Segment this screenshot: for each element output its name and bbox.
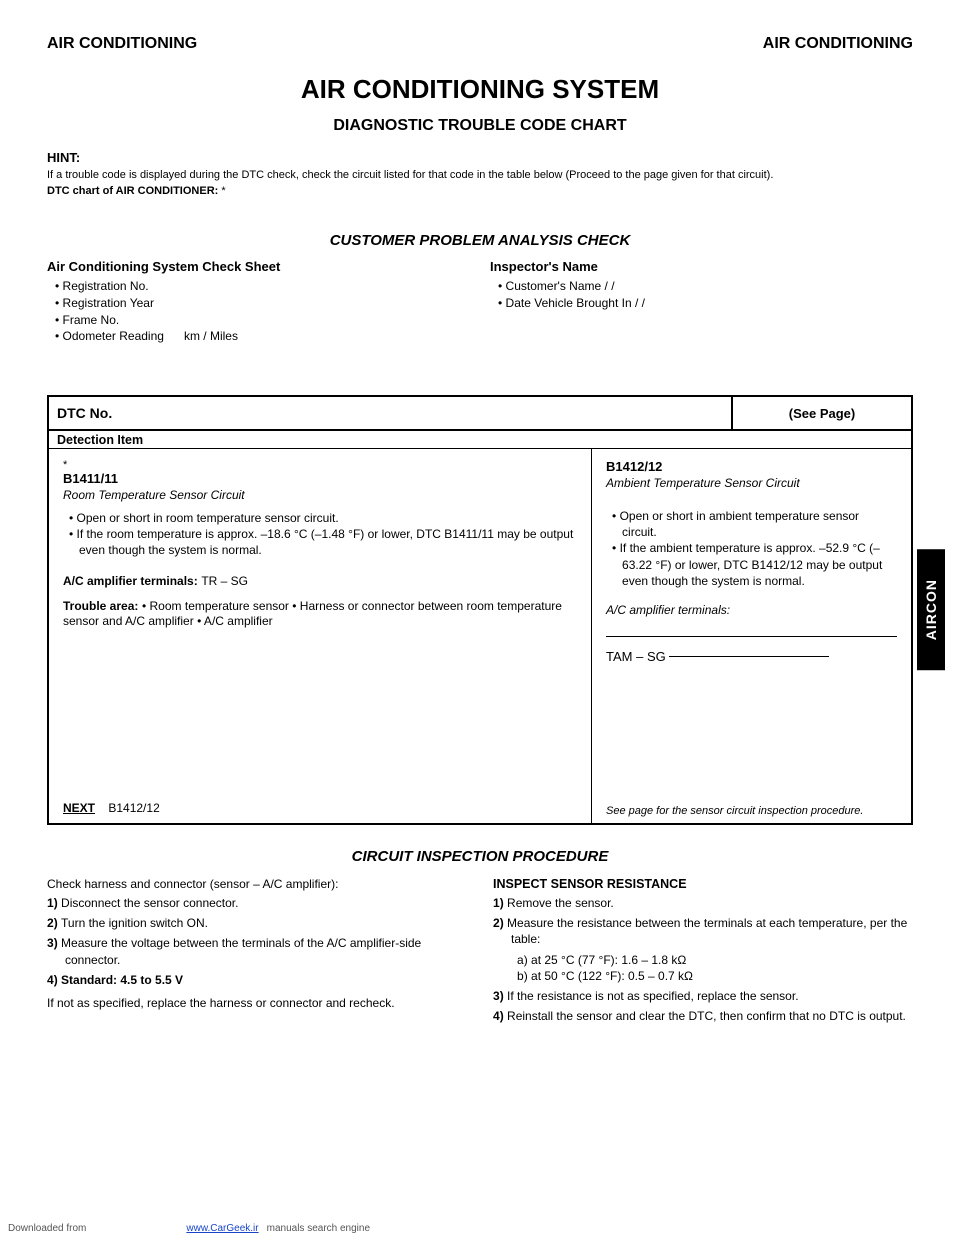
procedures-title: CIRCUIT INSPECTION PROCEDURE — [47, 848, 913, 865]
table-body: * B1411/11 Room Temperature Sensor Circu… — [49, 449, 911, 823]
spec-value: TR – SG — [201, 574, 248, 588]
header-right: AIR CONDITIONING — [763, 35, 913, 53]
list-item: If the ambient temperature is approx. –5… — [622, 540, 897, 589]
list-item: Registration No. — [55, 278, 470, 295]
list-item: Open or short in ambient temperature sen… — [622, 508, 897, 540]
list-item: Reinstall the sensor and clear the DTC, … — [511, 1008, 913, 1024]
spec-label: A/C amplifier terminals: — [63, 574, 198, 588]
footer-tail: manuals search engine — [267, 1223, 370, 1234]
dtc-right-cell: B1412/12 Ambient Temperature Sensor Circ… — [592, 449, 911, 823]
list-item: Open or short in room temperature sensor… — [79, 510, 577, 526]
page-header-top: AIR CONDITIONING AIR CONDITIONING — [47, 35, 913, 53]
dtc-mark-label: DTC chart of AIR CONDITIONER: — [47, 185, 218, 197]
page-title: AIR CONDITIONING SYSTEM — [47, 74, 913, 105]
customer-problem-section: CUSTOMER PROBLEM ANALYSIS CHECK Air Cond… — [47, 232, 913, 345]
list-item: at 25 °C (77 °F): 1.6 – 1.8 kΩ — [537, 952, 913, 968]
list-item: at 50 °C (122 °F): 0.5 – 0.7 kΩ — [537, 968, 913, 984]
criteria-list-right: Open or short in ambient temperature sen… — [612, 508, 897, 589]
footer-link[interactable]: www.CarGeek.ir — [186, 1223, 258, 1234]
spec-block: A/C amplifier terminals: TR – SG Trouble… — [63, 573, 577, 628]
list-item: If the room temperature is approx. –18.6… — [79, 526, 577, 558]
list-item: Measure the resistance between the termi… — [511, 915, 913, 984]
list-item: Customer's Name / / — [498, 278, 913, 295]
rule-line-short — [669, 641, 829, 657]
customer-problem-title: CUSTOMER PROBLEM ANALYSIS CHECK — [47, 232, 913, 249]
dtc-table: DTC No. (See Page) Detection Item * B141… — [47, 395, 913, 825]
terminals-value: TAM – SG — [606, 641, 897, 664]
list-item: Date Vehicle Brought In / / — [498, 295, 913, 312]
hint-body: If a trouble code is displayed during th… — [47, 169, 913, 181]
see-page-header: (See Page) — [731, 397, 911, 429]
page-subtitle: DIAGNOSTIC TROUBLE CODE CHART — [47, 117, 913, 135]
dtc-no-header: DTC No. — [49, 405, 731, 421]
next-target: B1412/12 — [108, 801, 159, 815]
dtc-code-right: B1412/12 — [606, 459, 897, 474]
dtc-item-right: Ambient Temperature Sensor Circuit — [606, 476, 897, 490]
rule-line — [606, 621, 897, 637]
lead-in-block: HINT: If a trouble code is displayed dur… — [47, 150, 913, 201]
list-item: Disconnect the sensor connector. — [65, 895, 467, 911]
next-link[interactable]: NEXT — [63, 801, 95, 815]
procedures-section: CIRCUIT INSPECTION PROCEDURE Check harne… — [47, 848, 913, 1028]
list-item: Frame No. — [55, 312, 470, 329]
proc-right-lead: INSPECT SENSOR RESISTANCE — [493, 877, 913, 891]
list-item: Remove the sensor. — [511, 895, 913, 911]
dtc-mark: * — [63, 459, 577, 471]
table-header-row: DTC No. (See Page) — [49, 397, 911, 431]
criteria-list-left: Open or short in room temperature sensor… — [69, 510, 577, 559]
list-item: Registration Year — [55, 295, 470, 312]
page-footer: Downloaded from www.CarGeek.ir manuals s… — [0, 1223, 960, 1234]
dtc-code-left: B1411/11 — [63, 471, 577, 486]
inspector-heading: Inspector's Name — [490, 259, 913, 274]
dtc-mark-value: * — [221, 185, 225, 197]
side-tab: AIRCON — [913, 395, 948, 825]
dtc-item-left: Room Temperature Sensor Circuit — [63, 488, 577, 502]
footer-downloaded: Downloaded from — [8, 1223, 86, 1234]
list-item: Standard: 4.5 to 5.5 V — [65, 972, 467, 988]
list-item: Odometer Reading km / Miles — [55, 328, 470, 345]
spec-label: Trouble area: — [63, 599, 138, 613]
hint-label: HINT: — [47, 150, 80, 165]
spec-value: • Room temperature sensor • Harness or c… — [63, 599, 562, 628]
dtc-left-cell: * B1411/11 Room Temperature Sensor Circu… — [49, 449, 592, 823]
next-link-block: NEXT B1412/12 — [63, 801, 160, 815]
proc-col-right: INSPECT SENSOR RESISTANCE Remove the sen… — [493, 877, 913, 1028]
detection-item-header: Detection Item — [49, 431, 911, 449]
header-left: AIR CONDITIONING — [47, 35, 197, 53]
list-item: If the resistance is not as specified, r… — [511, 988, 913, 1004]
terminals-label: A/C amplifier terminals: — [606, 603, 897, 617]
proc-left-tail: If not as specified, replace the harness… — [47, 996, 467, 1010]
proc-left-lead: Check harness and connector (sensor – A/… — [47, 877, 467, 891]
copy-note: See page for the sensor circuit inspecti… — [606, 805, 897, 817]
list-item: Measure the voltage between the terminal… — [65, 935, 467, 967]
side-tab-label: AIRCON — [917, 549, 945, 670]
check-sheet-heading: Air Conditioning System Check Sheet — [47, 259, 470, 274]
check-sheet-right: Inspector's Name Customer's Name / / Dat… — [490, 259, 913, 345]
list-item: Turn the ignition switch ON. — [65, 915, 467, 931]
proc-col-left: Check harness and connector (sensor – A/… — [47, 877, 467, 1028]
check-sheet-left: Air Conditioning System Check Sheet Regi… — [47, 259, 470, 345]
